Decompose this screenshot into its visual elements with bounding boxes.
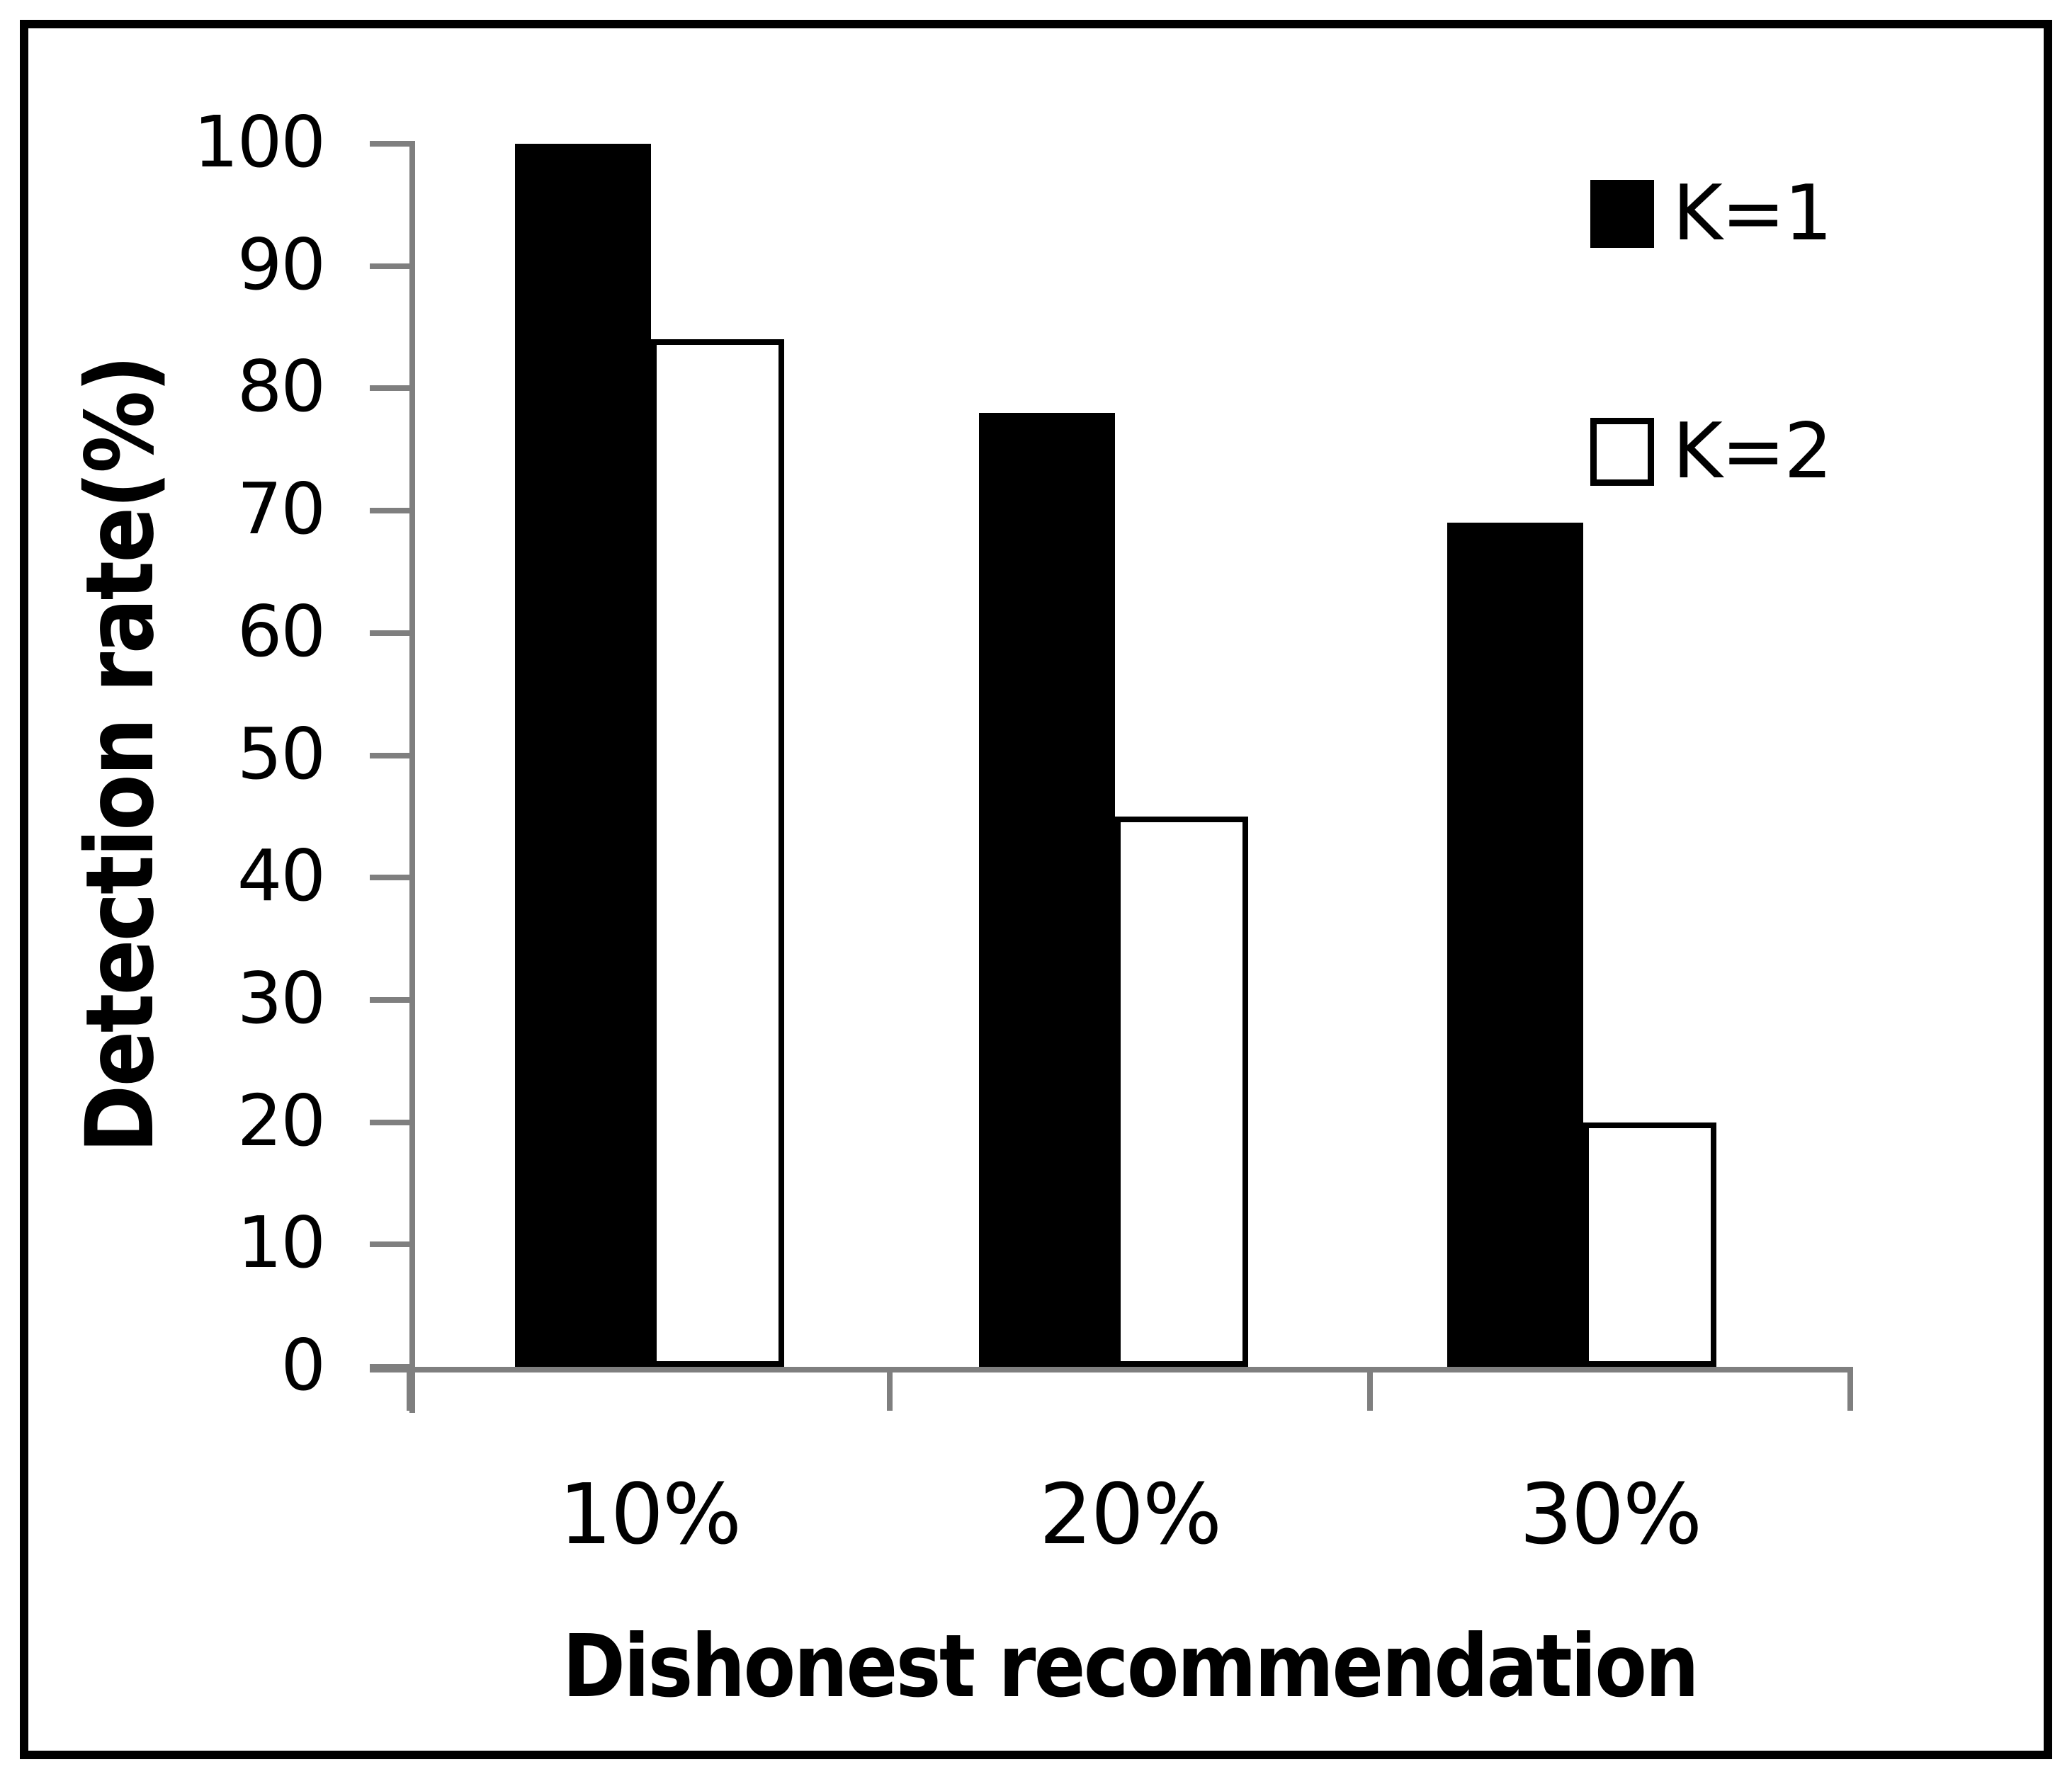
bar-k2-10% (651, 339, 784, 1367)
legend-swatch-black-icon (1590, 180, 1654, 248)
y-tick (370, 385, 409, 392)
y-tick (370, 630, 409, 636)
x-axis-line (370, 1367, 1850, 1372)
y-tick-label: 90 (237, 222, 326, 306)
y-tick (370, 996, 409, 1003)
legend-label-k2: K=2 (1672, 407, 1833, 496)
y-tick-label: 40 (237, 834, 326, 918)
y-tick (370, 1241, 409, 1248)
x-tick (407, 1367, 412, 1411)
y-tick-label: 50 (237, 712, 326, 795)
category-label-10%: 10% (558, 1465, 742, 1563)
legend-label-k1: K=1 (1672, 169, 1833, 258)
y-tick-label: 20 (237, 1079, 326, 1162)
x-tick (1847, 1367, 1853, 1411)
y-tick (370, 508, 409, 514)
legend-entry-k1: K=1 (1590, 169, 1833, 258)
bar-k2-30% (1583, 1122, 1716, 1367)
legend-swatch-white-icon (1590, 418, 1654, 486)
category-label-20%: 20% (1038, 1465, 1222, 1563)
x-axis-title: Dishonest recommendation (562, 1616, 1699, 1717)
figure-border (20, 20, 2052, 1759)
y-tick (370, 141, 409, 147)
y-axis-line (409, 141, 415, 1413)
legend-entry-k2: K=2 (1590, 407, 1833, 496)
bar-k1-10% (515, 144, 651, 1367)
category-label-30%: 30% (1519, 1465, 1702, 1563)
y-tick-label: 30 (237, 956, 326, 1040)
y-tick (370, 1119, 409, 1125)
bar-k2-20% (1115, 816, 1248, 1367)
y-tick (370, 263, 409, 269)
bar-k1-20% (979, 412, 1115, 1367)
y-tick-label: 60 (237, 589, 326, 673)
bar-k1-30% (1447, 523, 1583, 1367)
x-tick (887, 1367, 893, 1411)
y-tick (370, 752, 409, 758)
y-tick-label: 10 (237, 1201, 326, 1285)
y-tick-label: 70 (237, 467, 326, 551)
y-tick (370, 1364, 409, 1370)
y-tick-label: 0 (281, 1324, 326, 1406)
y-tick-label: 100 (193, 101, 326, 183)
y-tick (370, 875, 409, 881)
y-tick-label: 80 (237, 345, 326, 428)
x-tick (1367, 1367, 1373, 1411)
